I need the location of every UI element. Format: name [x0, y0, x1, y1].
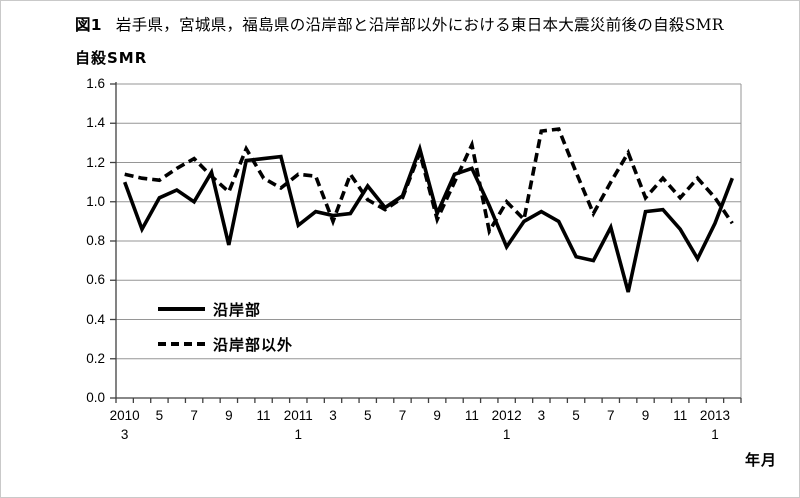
y-tick-label: 0.8 [86, 233, 105, 248]
legend-label-coastal: 沿岸部 [213, 300, 262, 319]
legend-item-coastal: 沿岸部 [158, 297, 293, 321]
y-tick-label: 0.0 [86, 390, 105, 405]
x-tick-label: 7 [398, 408, 407, 423]
x-tick-label: 3 [329, 408, 337, 423]
x-tick-label: 5 [363, 408, 372, 423]
x-tick-label: 2012 1 [491, 408, 522, 442]
legend: 沿岸部 沿岸部以外 [158, 297, 293, 367]
x-axis-title: 年月 [744, 451, 777, 469]
figure-number: 図1 [75, 16, 102, 34]
x-tick-label: 9 [433, 408, 441, 423]
x-tick-label: 11 [464, 408, 479, 423]
y-tick-label: 1.2 [86, 154, 105, 170]
y-tick-label: 1.6 [86, 76, 105, 91]
series-line-dashed [124, 127, 734, 237]
x-tick-label: 3 [537, 408, 546, 423]
x-tick-label: 2010 3 [109, 408, 140, 442]
y-tick-label: 0.2 [86, 350, 105, 366]
x-tick-label: 2013 1 [699, 408, 730, 442]
x-tick-label: 9 [641, 408, 650, 423]
x-tick-label: 2011 1 [283, 408, 313, 442]
figure-title: 岩手県，宮城県，福島県の沿岸部と沿岸部以外における東日本大震災前後の自殺SMR [115, 16, 724, 34]
y-tick-label: 1.4 [86, 115, 105, 131]
legend-label-noncoastal: 沿岸部以外 [213, 335, 294, 354]
figure-caption: 図1 岩手県，宮城県，福島県の沿岸部と沿岸部以外における東日本大震災前後の自殺SM… [75, 15, 775, 36]
y-axis-title: 自殺SMR [75, 49, 148, 67]
x-tick-label: 7 [190, 408, 198, 423]
y-tick-label: 1.0 [86, 193, 105, 209]
y-tick-label: 0.4 [86, 311, 105, 327]
x-tick-label: 11 [256, 408, 271, 423]
x-tick-label: 7 [607, 408, 615, 423]
legend-item-noncoastal: 沿岸部以外 [158, 332, 293, 356]
y-tick-label: 0.6 [86, 272, 105, 288]
series-line-solid [123, 142, 734, 293]
x-tick-label: 5 [572, 408, 580, 423]
dashed-line-swatch [158, 342, 205, 346]
x-tick-label: 11 [673, 408, 688, 423]
solid-line-swatch [158, 307, 205, 311]
x-tick-label: 9 [225, 408, 233, 423]
x-tick-label: 5 [155, 408, 164, 423]
